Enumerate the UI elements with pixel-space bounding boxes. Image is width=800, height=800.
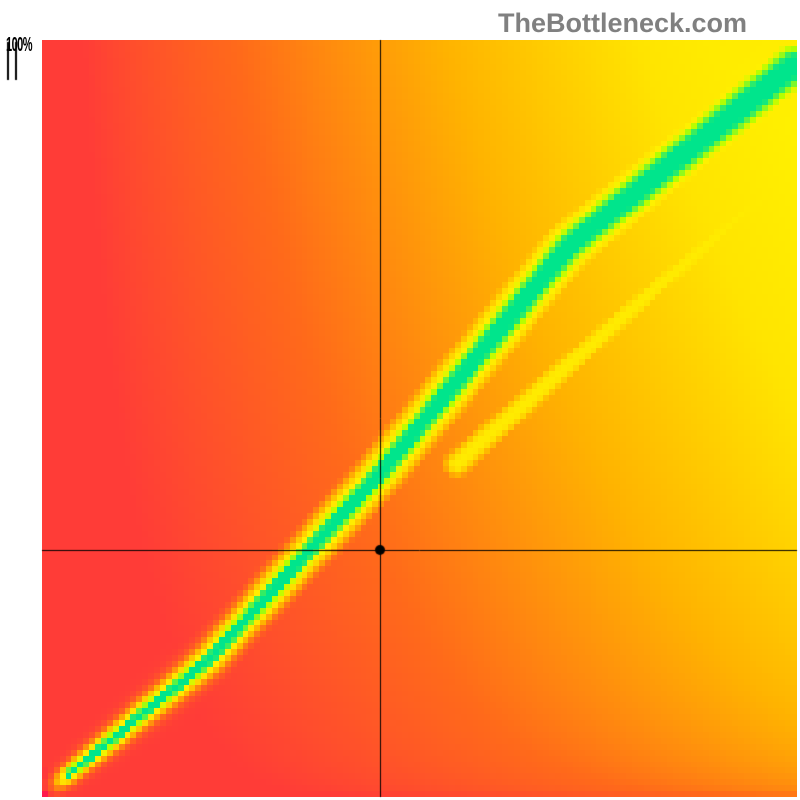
watermark-text: TheBottleneck.com <box>498 8 747 39</box>
y-axis-tick-label: 100% <box>6 34 32 57</box>
bottleneck-chart: { "chart": { "type": "heatmap", "width":… <box>0 0 800 800</box>
heatmap-canvas <box>0 0 800 800</box>
